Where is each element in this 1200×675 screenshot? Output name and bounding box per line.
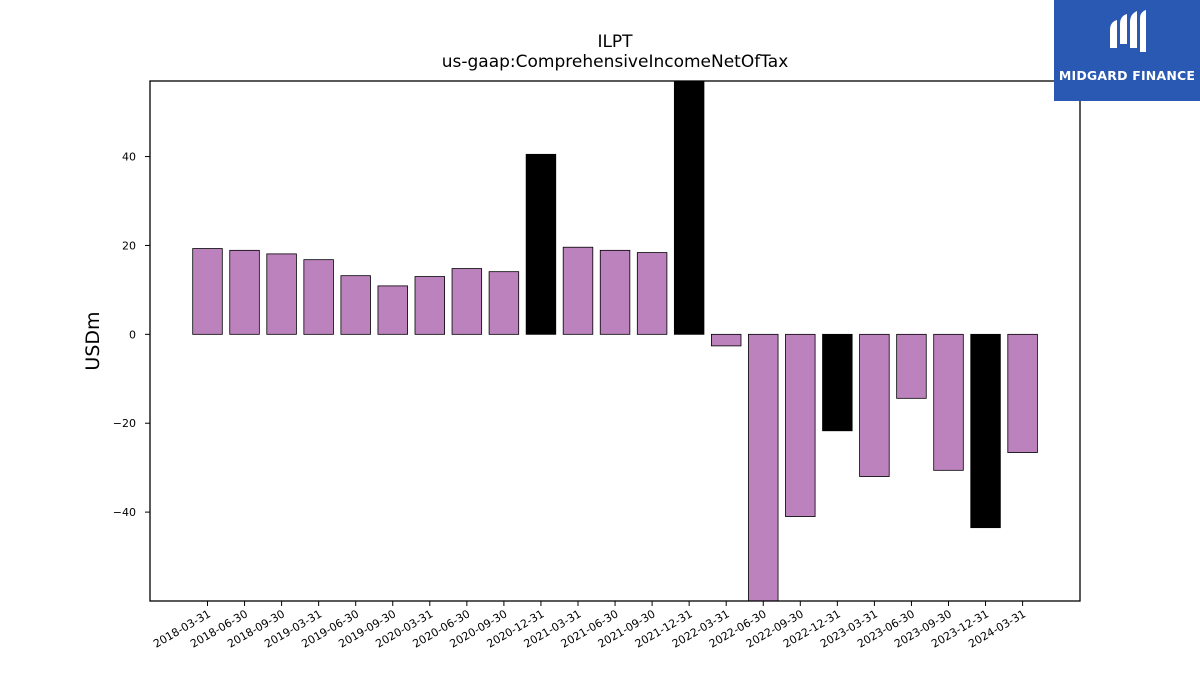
y-axis-label: USDm [82,311,104,370]
y-tick-label: −20 [113,417,136,430]
bar [266,253,297,335]
bar [192,248,223,335]
y-tick-label: 20 [122,239,136,252]
bar [933,333,964,471]
bar [599,249,631,335]
bar [1007,333,1038,453]
chart-subtitle: us-gaap:ComprehensiveIncomeNetOfTax [441,52,789,72]
bar [229,249,260,335]
bar [451,268,483,335]
bar [377,285,408,335]
y-tick-label: −40 [113,506,136,519]
bar [562,246,594,335]
brand-logo: MIDGARD FINANCE [1054,0,1200,101]
bar [673,80,705,335]
bar [414,276,446,335]
brand-name: MIDGARD FINANCE [1058,68,1196,83]
bar [896,333,927,399]
bar [748,333,779,602]
bar [822,333,853,432]
bar [859,333,890,477]
bar [525,153,557,335]
bar [785,333,816,517]
bar [970,333,1001,529]
chart-title: ILPT [597,32,633,52]
midgard-logo-mark-icon [1110,10,1146,52]
bar [711,333,742,347]
bar [303,259,334,335]
bar [340,275,371,335]
bar [636,252,668,335]
y-tick-label: 40 [122,151,136,164]
bar [488,271,520,335]
y-tick-label: 0 [129,328,136,341]
